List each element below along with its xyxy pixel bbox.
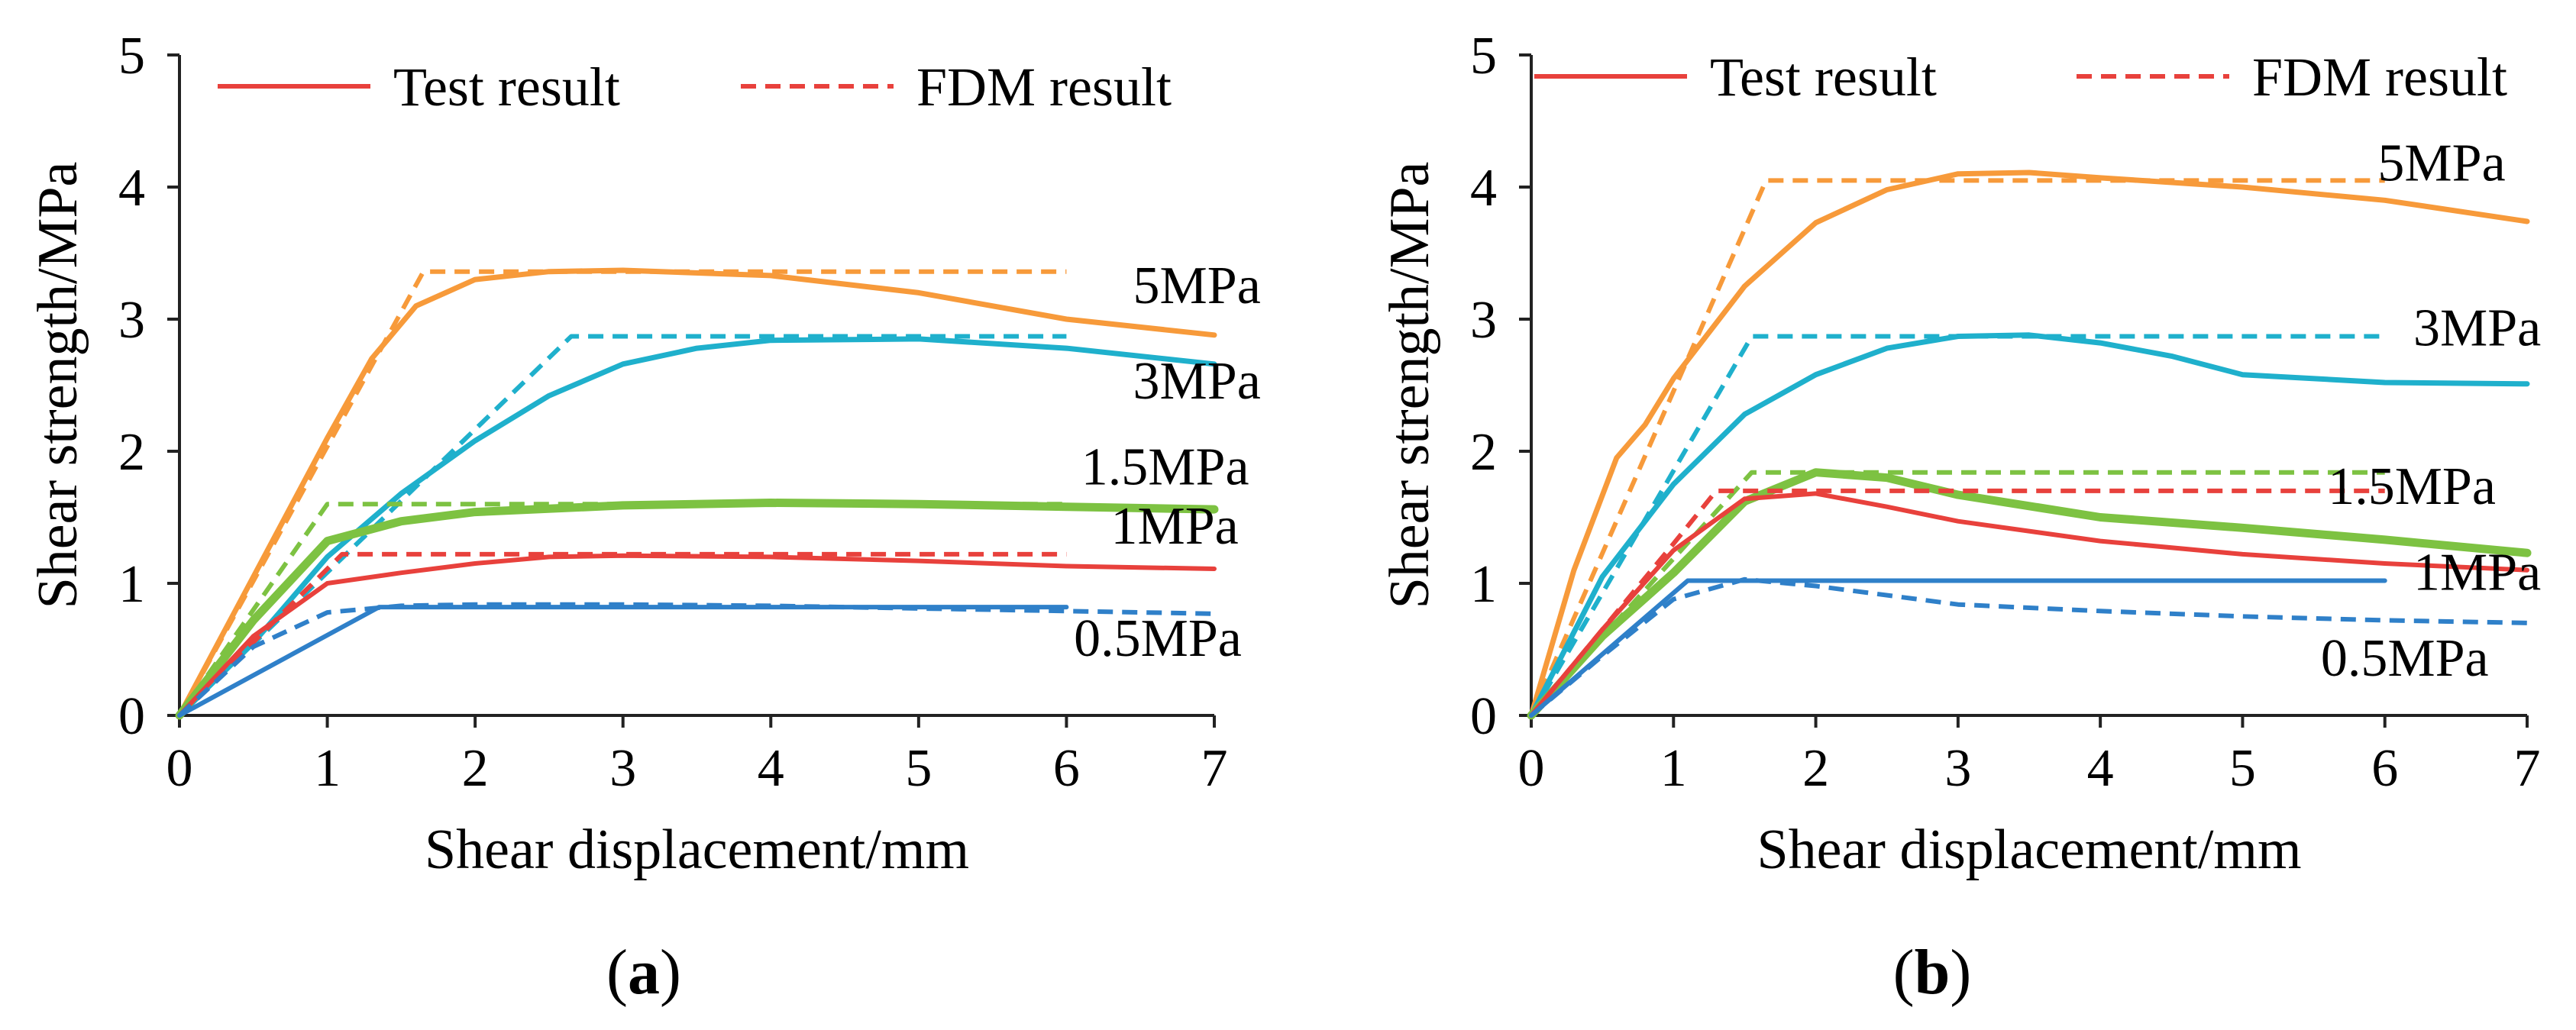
- caption-b-letter: b: [1914, 937, 1951, 1008]
- caption-a: (a): [606, 937, 681, 1008]
- series-line-1mpa-solid: [1529, 491, 2529, 718]
- curve-label: 3MPa: [1133, 352, 1261, 411]
- x-axis-title: Shear displacement/mm: [425, 819, 969, 881]
- x-tick-label: 1: [1660, 739, 1687, 798]
- y-tick-label: 0: [1470, 687, 1497, 746]
- y-tick-label: 3: [1470, 291, 1497, 350]
- curve-label: 5MPa: [2377, 134, 2505, 192]
- y-tick-label: 2: [1470, 423, 1497, 482]
- x-tick-label: 1: [314, 739, 341, 798]
- y-tick-label: 3: [118, 291, 145, 350]
- y-tick-label: 4: [1470, 159, 1497, 218]
- series-line-3mpa-solid: [176, 336, 1217, 718]
- chart-b-svg: 0 1 2 3 4 5 0 1 2 3 4 5 6 7 Shear displacement/mm Shear…: [1378, 27, 2541, 881]
- y-tick-label: 4: [118, 159, 145, 218]
- x-tick-label: 0: [166, 739, 193, 798]
- x-tick-label: 7: [1201, 739, 1228, 798]
- y-tick-label: 0: [118, 687, 145, 746]
- series-line-3mpa-dashed: [1529, 334, 2385, 717]
- x-tick-label: 5: [905, 739, 932, 798]
- series-line-1-5mpa-solid: [1527, 468, 2532, 720]
- series-line-5mpa-dashed: [1529, 178, 2385, 717]
- legend-label: Test result: [1710, 47, 1937, 108]
- series-line-1-5mpa-solid: [175, 499, 1219, 720]
- x-tick-label: 0: [1518, 739, 1545, 798]
- chart-a-svg: 0 1 2 3 4 5 0 1 2 3 4 5 6 7 Shear displacement/mm Shear…: [27, 27, 1261, 881]
- caption-b: (b): [1892, 937, 1972, 1008]
- x-tick-label: 4: [758, 739, 784, 798]
- y-tick-label: 1: [118, 555, 145, 614]
- series-line-1-5mpa-dashed: [1529, 470, 2385, 718]
- x-tick-label: 6: [1053, 739, 1080, 798]
- y-axis-title: Shear strength/MPa: [1378, 162, 1441, 609]
- y-tick-label: 1: [1470, 555, 1497, 614]
- x-tick-label: 5: [2229, 739, 2256, 798]
- y-tick-label: 5: [118, 27, 145, 86]
- curve-label: 3MPa: [2413, 299, 2541, 358]
- series-line-0-5mpa-dashed: [1530, 576, 2528, 718]
- x-tick-label: 7: [2514, 739, 2541, 798]
- caption-a-letter: a: [628, 937, 660, 1008]
- curve-label: 1MPa: [1111, 497, 1239, 556]
- y-axis-title: Shear strength/MPa: [27, 162, 89, 609]
- series-line-5mpa-solid: [176, 267, 1217, 718]
- series-line-1mpa-solid: [177, 553, 1217, 718]
- series-line-0-5mpa-solid: [177, 605, 1069, 718]
- x-tick-label: 2: [1802, 739, 1829, 798]
- x-axis-title: Shear displacement/mm: [1757, 819, 2301, 881]
- series-line-1mpa-dashed: [1529, 488, 2385, 717]
- curve-label: 1.5MPa: [2328, 457, 2496, 516]
- chart-panel-b: 0 1 2 3 4 5 0 1 2 3 4 5 6 7 Shear displacement/mm Shear…: [1288, 0, 2576, 1030]
- curve-label: 0.5MPa: [2321, 629, 2489, 688]
- series-line-0-5mpa-solid: [1529, 578, 2387, 718]
- series-line-0-5mpa-dashed: [177, 602, 1215, 718]
- x-tick-label: 3: [1944, 739, 1971, 798]
- chart-panel-a: 0 1 2 3 4 5 0 1 2 3 4 5 6 7 Shear displacement/mm Shear…: [27, 27, 1261, 1008]
- x-tick-label: 3: [609, 739, 636, 798]
- series-line-1-5mpa-dashed: [177, 502, 1067, 717]
- series-line-5mpa-solid: [1528, 170, 2530, 718]
- curve-label: 1.5MPa: [1081, 438, 1249, 496]
- curve-label: 0.5MPa: [1074, 609, 1242, 668]
- series-line-1mpa-dashed: [177, 551, 1067, 718]
- x-tick-label: 4: [2087, 739, 2114, 798]
- legend-label: FDM result: [2252, 47, 2507, 108]
- x-tick-label: 6: [2371, 739, 2398, 798]
- curve-label: 1MPa: [2413, 544, 2541, 602]
- curve-label: 5MPa: [1133, 257, 1261, 315]
- series-line-5mpa-dashed: [177, 269, 1067, 717]
- y-tick-label: 5: [1470, 27, 1497, 86]
- legend-label: Test result: [393, 57, 620, 118]
- x-tick-label: 2: [462, 739, 489, 798]
- legend-label: FDM result: [916, 57, 1172, 118]
- y-tick-label: 2: [118, 423, 145, 482]
